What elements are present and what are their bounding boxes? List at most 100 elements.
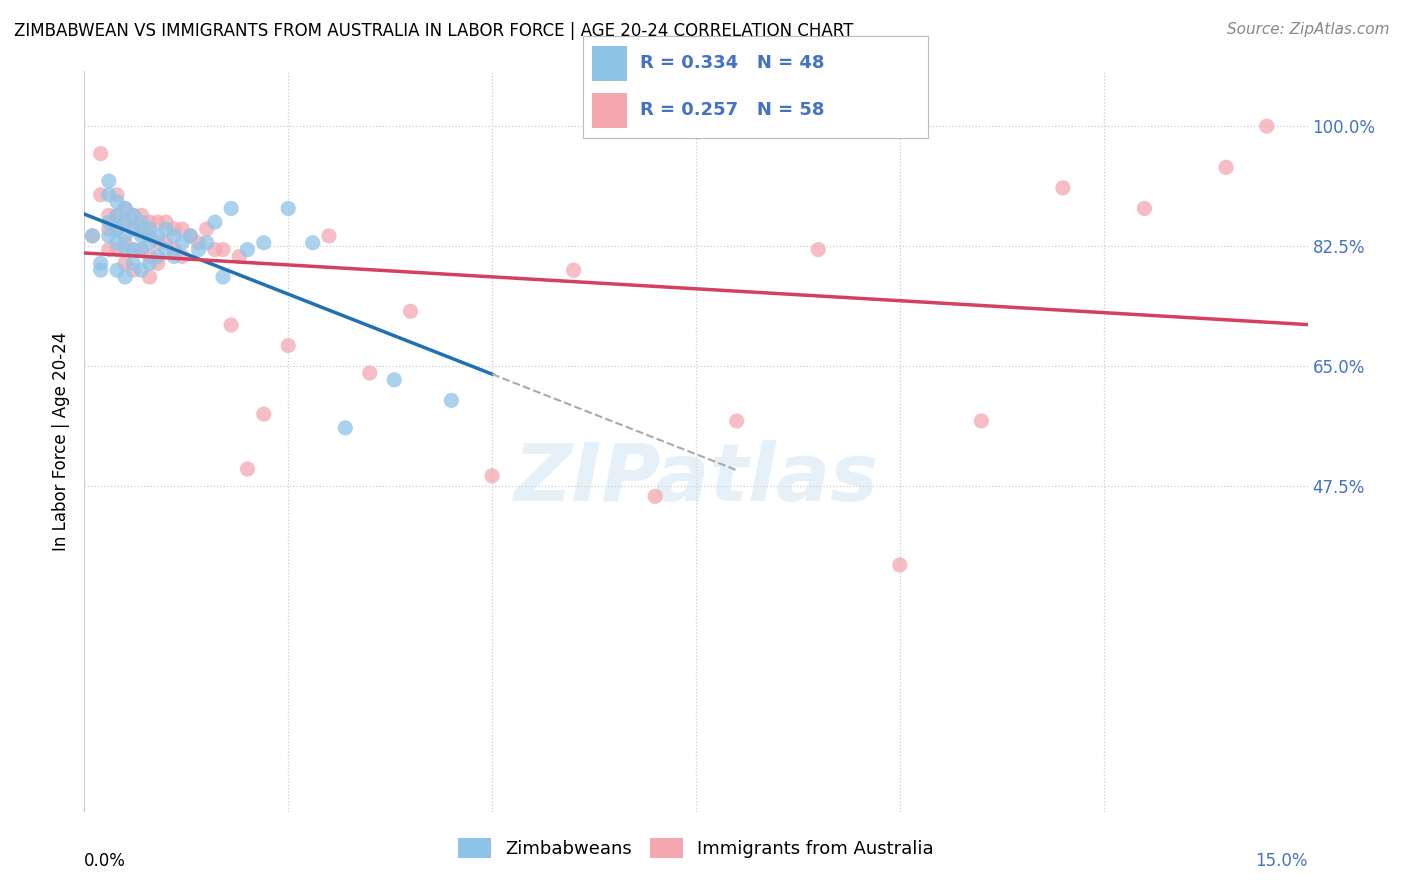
Point — [97, 215, 120, 229]
Point — [105, 222, 128, 236]
Point — [481, 468, 503, 483]
Point — [163, 250, 186, 264]
Point — [204, 243, 226, 257]
Point — [131, 263, 153, 277]
Point — [179, 228, 201, 243]
Point — [146, 215, 169, 229]
Point — [807, 243, 830, 257]
Point — [138, 235, 160, 250]
Point — [131, 243, 153, 257]
Point — [146, 228, 169, 243]
Point — [138, 228, 160, 243]
Point — [114, 270, 136, 285]
Point — [195, 222, 218, 236]
Point — [97, 174, 120, 188]
Point — [219, 202, 242, 216]
Point — [1256, 119, 1278, 133]
Point — [97, 208, 120, 222]
Point — [105, 208, 128, 222]
Point — [155, 243, 177, 257]
Point — [172, 235, 194, 250]
Point — [382, 373, 405, 387]
Point — [253, 235, 276, 250]
Point — [138, 270, 160, 285]
Point — [335, 421, 357, 435]
Point — [1215, 161, 1237, 175]
Point — [155, 235, 177, 250]
Point — [122, 222, 145, 236]
Point — [114, 228, 136, 243]
Point — [219, 318, 242, 332]
Bar — [592, 93, 627, 128]
Point — [138, 250, 160, 264]
Point — [122, 222, 145, 236]
Point — [253, 407, 276, 421]
Point — [236, 243, 259, 257]
Point — [644, 489, 666, 503]
Point — [562, 263, 585, 277]
Text: Source: ZipAtlas.com: Source: ZipAtlas.com — [1226, 22, 1389, 37]
Point — [212, 243, 235, 257]
Point — [970, 414, 993, 428]
Point — [105, 208, 128, 222]
Point — [204, 215, 226, 229]
Point — [97, 243, 120, 257]
Point — [163, 243, 186, 257]
Point — [277, 202, 299, 216]
Point — [440, 393, 463, 408]
Point — [179, 228, 201, 243]
Point — [725, 414, 748, 428]
Point — [122, 208, 145, 222]
Point — [187, 243, 209, 257]
Point — [212, 270, 235, 285]
Point — [138, 256, 160, 270]
Point — [114, 215, 136, 229]
Point — [163, 222, 186, 236]
Bar — [592, 45, 627, 81]
Point — [114, 202, 136, 216]
Point — [90, 256, 112, 270]
Point — [90, 187, 112, 202]
Point — [131, 222, 153, 236]
Point — [122, 243, 145, 257]
Point — [399, 304, 422, 318]
Point — [146, 235, 169, 250]
Point — [97, 222, 120, 236]
Point — [131, 243, 153, 257]
Point — [359, 366, 381, 380]
Point — [82, 228, 104, 243]
Point — [114, 202, 136, 216]
Point — [138, 215, 160, 229]
Text: 0.0%: 0.0% — [84, 853, 127, 871]
Point — [90, 146, 112, 161]
Point — [97, 187, 120, 202]
Point — [138, 222, 160, 236]
Point — [114, 256, 136, 270]
Point — [97, 228, 120, 243]
Point — [114, 235, 136, 250]
Point — [105, 222, 128, 236]
Point — [172, 250, 194, 264]
Point — [195, 235, 218, 250]
Point — [1052, 181, 1074, 195]
Legend: Zimbabweans, Immigrants from Australia: Zimbabweans, Immigrants from Australia — [451, 830, 941, 865]
Point — [236, 462, 259, 476]
Point — [146, 256, 169, 270]
Point — [889, 558, 911, 572]
Point — [301, 235, 323, 250]
Point — [1133, 202, 1156, 216]
Point — [187, 235, 209, 250]
Point — [228, 250, 250, 264]
Point — [155, 215, 177, 229]
Point — [105, 243, 128, 257]
Text: ZIPatlas: ZIPatlas — [513, 440, 879, 517]
Point — [82, 228, 104, 243]
Point — [105, 235, 128, 250]
Point — [122, 263, 145, 277]
Point — [131, 228, 153, 243]
Text: R = 0.334   N = 48: R = 0.334 N = 48 — [640, 54, 825, 72]
Point — [172, 222, 194, 236]
Point — [105, 187, 128, 202]
Point — [122, 208, 145, 222]
Point — [90, 263, 112, 277]
